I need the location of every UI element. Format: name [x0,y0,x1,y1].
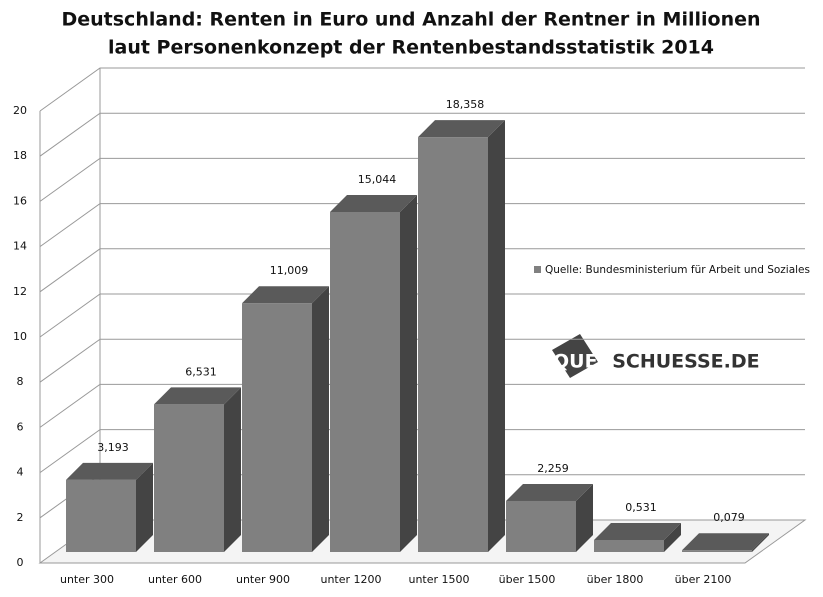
value-label: 11,009 [270,264,309,277]
value-label: 6,531 [185,365,217,378]
bar-side [224,387,241,552]
grid-line [39,429,805,474]
y-tick-label: 18 [13,149,27,162]
bar-side [400,195,417,552]
watermark: SCHUESSE.DE [612,351,759,373]
bar-top [66,462,153,480]
bar-top [242,286,329,304]
y-tick-label: 0 [17,556,24,569]
x-tick-label: über 1500 [499,573,556,586]
grid-line [39,112,805,157]
y-tick-label: 4 [17,466,24,479]
x-tick-label: unter 900 [236,573,290,586]
y-tick-label: 8 [17,375,24,388]
value-label: 0,079 [713,511,745,524]
legend-label: Quelle: Bundesministerium für Arbeit und… [545,264,810,276]
x-tick-label: über 2100 [675,573,732,586]
bar [66,479,136,552]
y-tick-label: 2 [17,511,24,524]
x-tick-label: über 1800 [587,573,644,586]
bar-side [136,462,153,552]
bar [154,404,224,552]
bar [418,137,488,553]
bar [594,539,664,552]
bar [330,212,400,552]
bar-top [418,120,505,138]
bar [242,303,312,552]
y-tick-label: 16 [13,194,27,207]
grid-line [39,293,805,338]
bar-top [154,387,241,405]
value-label: 3,193 [97,441,129,454]
watermark: QUER [553,351,613,373]
bar [682,550,752,552]
bar-top [330,195,417,213]
value-label: 15,044 [358,173,397,186]
x-tick-label: unter 1500 [408,573,469,586]
value-label: 0,531 [625,501,657,514]
bar-side [576,483,593,552]
chart-title: laut Personenkonzept der Rentenbestandss… [108,37,714,59]
bar-side [752,533,769,552]
value-label: 2,259 [537,462,569,475]
value-label: 18,358 [446,98,485,111]
bar-top [506,483,593,501]
y-tick-label: 12 [13,285,27,298]
grid-line [39,203,805,248]
watermark-logo [552,334,598,378]
grid-line [39,67,805,112]
bar-top [682,533,769,551]
grid-line [39,338,805,383]
bar-side [488,120,505,553]
bar-side [312,286,329,552]
x-tick-label: unter 600 [148,573,202,586]
bar-top [594,522,681,540]
x-tick-label: unter 300 [60,573,114,586]
bar [506,500,576,552]
grid-line [39,383,805,428]
legend-swatch [534,266,541,273]
y-tick-label: 20 [13,104,27,117]
grid-line [39,157,805,202]
y-tick-label: 6 [17,420,24,433]
x-tick-label: unter 1200 [320,573,381,586]
chart-title: Deutschland: Renten in Euro und Anzahl d… [61,9,760,31]
grid-line [39,248,805,293]
y-tick-label: 14 [13,240,27,253]
y-tick-label: 10 [13,330,27,343]
bar-side [664,522,681,552]
